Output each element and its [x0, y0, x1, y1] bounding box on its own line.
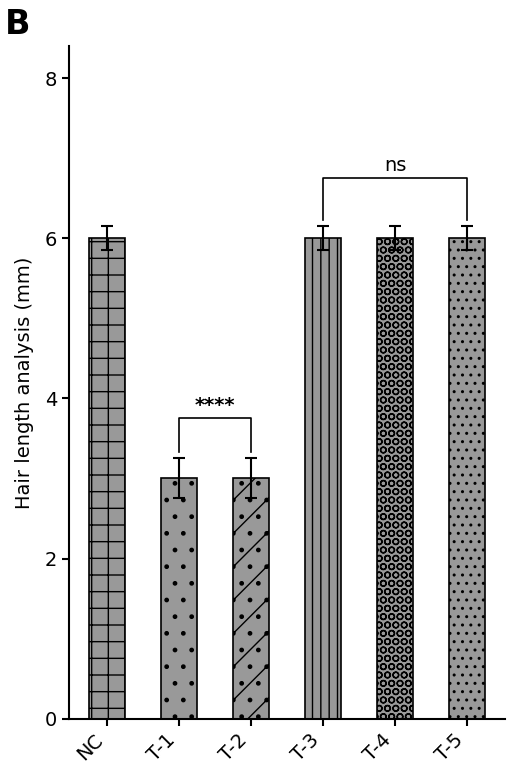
- Text: ****: ****: [195, 396, 236, 415]
- Text: ns: ns: [384, 156, 406, 175]
- Bar: [305, 239, 341, 718]
- Bar: [89, 239, 125, 718]
- Bar: [233, 478, 269, 718]
- Y-axis label: Hair length analysis (mm): Hair length analysis (mm): [15, 256, 34, 509]
- Text: B: B: [5, 8, 31, 41]
- Bar: [377, 239, 413, 718]
- Bar: [449, 239, 485, 718]
- Bar: [161, 478, 197, 718]
